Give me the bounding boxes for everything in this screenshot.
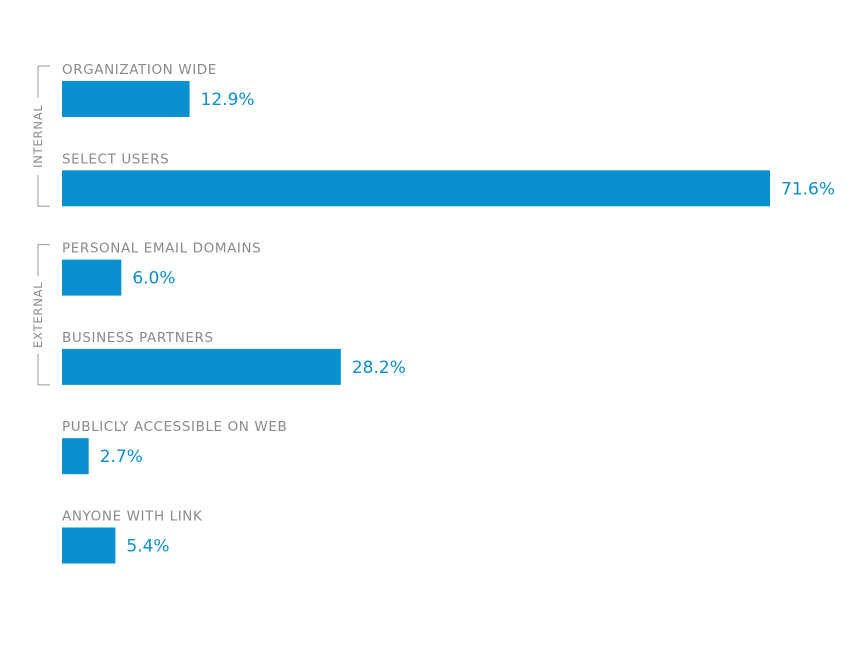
bracket-line-upper bbox=[37, 244, 50, 276]
bar-row: PERSONAL EMAIL DOMAINS 6.0% bbox=[62, 241, 261, 296]
bar bbox=[62, 259, 122, 296]
bar bbox=[62, 170, 770, 207]
group-brackets: INTERNAL EXTERNAL bbox=[31, 65, 50, 386]
bar-row: BUSINESS PARTNERS 28.2% bbox=[62, 330, 406, 385]
category-label: BUSINESS PARTNERS bbox=[62, 330, 214, 346]
bracket-line-lower bbox=[37, 174, 50, 207]
category-label: SELECT USERS bbox=[62, 151, 169, 167]
value-label: 28.2% bbox=[352, 358, 406, 378]
group-bracket: INTERNAL bbox=[31, 65, 50, 207]
bar bbox=[62, 527, 116, 564]
value-label: 5.4% bbox=[126, 537, 169, 557]
bar bbox=[62, 81, 190, 117]
bars: ORGANIZATION WIDE 12.9% SELECT USERS 71.6% P… bbox=[62, 62, 835, 564]
group-label: INTERNAL bbox=[31, 104, 45, 168]
value-label: 2.7% bbox=[100, 447, 143, 467]
bar bbox=[62, 348, 341, 385]
category-label: ORGANIZATION WIDE bbox=[62, 62, 217, 78]
bar-row: SELECT USERS 71.6% bbox=[62, 151, 835, 207]
value-label: 12.9% bbox=[201, 90, 255, 110]
bracket-line-upper bbox=[37, 65, 50, 98]
group-label: EXTERNAL bbox=[31, 282, 45, 349]
bracket-line-lower bbox=[37, 353, 50, 386]
bar-row: ANYONE WITH LINK 5.4% bbox=[62, 509, 203, 564]
value-label: 71.6% bbox=[781, 179, 835, 199]
bar bbox=[62, 438, 89, 475]
category-label: PERSONAL EMAIL DOMAINS bbox=[62, 241, 261, 257]
bar-row: ORGANIZATION WIDE 12.9% bbox=[62, 62, 255, 117]
category-label: ANYONE WITH LINK bbox=[62, 509, 203, 525]
group-bracket: EXTERNAL bbox=[31, 244, 50, 386]
value-label: 6.0% bbox=[132, 269, 175, 289]
category-label: PUBLICLY ACCESSIBLE ON WEB bbox=[62, 419, 287, 435]
bar-row: PUBLICLY ACCESSIBLE ON WEB 2.7% bbox=[62, 419, 287, 475]
